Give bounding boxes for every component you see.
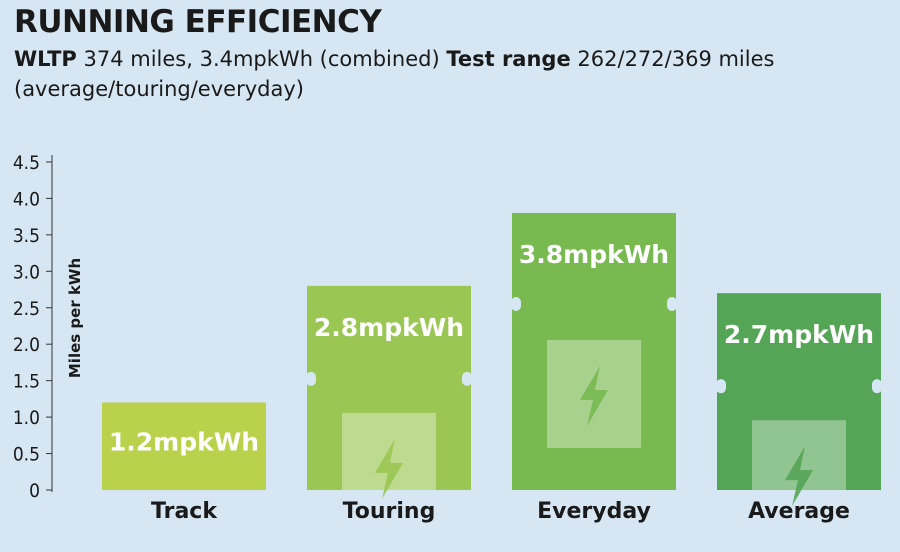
y-tick-label: 3.0 [13, 261, 40, 283]
bars: 1.2mpkWh 2.8mpkWh 3.8mpkWh 2.7mpkWh [102, 212, 882, 507]
battery-bolt-icon [375, 438, 403, 499]
test-range-text: 262/272/369 miles (average/touring/every… [14, 47, 775, 101]
bar-notch [306, 371, 316, 386]
category-label: Touring [343, 499, 436, 524]
wltp-text: 374 miles, 3.4mpkWh (combined) [83, 47, 440, 71]
bar-rect [512, 212, 676, 491]
bar-notch [872, 379, 882, 394]
chart-subtitle: WLTP 374 miles, 3.4mpkWh (combined) Test… [14, 44, 884, 104]
y-tick-label: 2.0 [13, 334, 40, 356]
y-ticks: 0 0.5 1.0 1.5 2.0 2.5 3.0 3.5 4.0 4.5 [13, 152, 52, 502]
y-tick-label: 3.5 [13, 225, 40, 247]
test-range-label: Test range [446, 47, 571, 71]
y-tick-label: 4.0 [13, 188, 40, 210]
y-tick-label: 4.5 [13, 152, 40, 174]
bar-notch [511, 296, 521, 311]
category-labels: Track Touring Everyday Average [151, 499, 850, 524]
bar-value-label: 2.8mpkWh [314, 313, 464, 342]
wltp-label: WLTP [14, 47, 77, 71]
bar-notch [462, 371, 472, 386]
bar-value-label: 1.2mpkWh [109, 428, 259, 457]
y-tick-label: 0.5 [13, 444, 40, 466]
bar-touring: 2.8mpkWh [306, 285, 472, 499]
y-tick-label: 1.0 [13, 407, 40, 429]
bar-track: 1.2mpkWh [102, 402, 266, 490]
y-tick-label: 0 [29, 480, 40, 502]
y-tick-label: 2.5 [13, 298, 40, 320]
bar-value-label: 2.7mpkWh [724, 320, 874, 349]
battery-bolt-icon [580, 365, 608, 426]
category-label: Average [748, 499, 850, 524]
bar-notch [716, 379, 726, 394]
battery-bolt-icon [785, 446, 813, 507]
bar-rect [102, 402, 266, 490]
bar-average: 2.7mpkWh [716, 293, 882, 507]
y-tick-label: 1.5 [13, 371, 40, 393]
chart-title: RUNNING EFFICIENCY [14, 4, 382, 40]
category-label: Everyday [537, 499, 651, 524]
bar-notch [667, 296, 677, 311]
y-axis-label: Miles per kWh [66, 258, 84, 378]
y-axis: 0 0.5 1.0 1.5 2.0 2.5 3.0 3.5 4.0 4.5 Miles per k… [13, 152, 84, 502]
bar-value-label: 3.8mpkWh [519, 240, 669, 269]
bar-everyday: 3.8mpkWh [511, 212, 677, 491]
category-label: Track [151, 499, 218, 524]
